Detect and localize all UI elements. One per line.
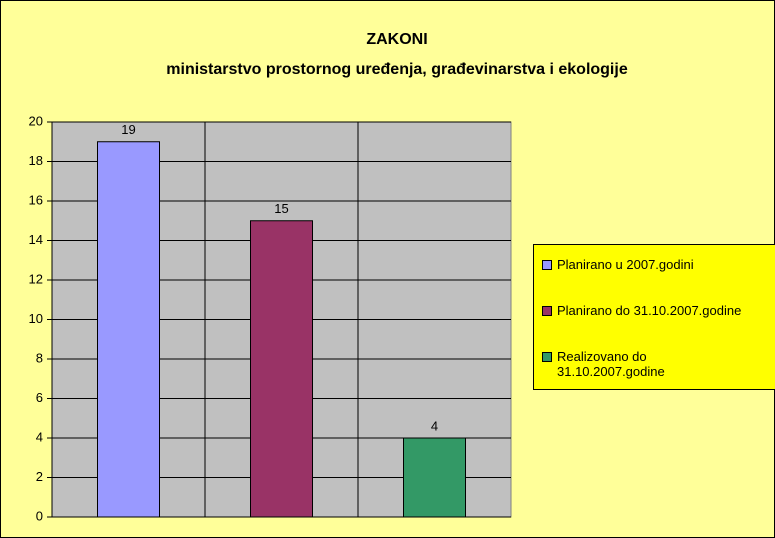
y-tick-label: 16 (29, 192, 43, 207)
y-tick-label: 14 (29, 232, 43, 247)
y-tick-label: 2 (36, 469, 43, 484)
value-label: 19 (121, 122, 135, 137)
legend-swatch (542, 306, 552, 316)
y-tick-label: 10 (29, 311, 43, 326)
y-tick-label: 12 (29, 271, 43, 286)
bar (97, 141, 160, 518)
value-label: 4 (431, 418, 438, 433)
y-tick-label: 20 (29, 113, 43, 128)
legend-label: Planirano u 2007.godini (557, 257, 694, 272)
y-tick-label: 0 (36, 508, 43, 523)
y-tick-label: 18 (29, 153, 43, 168)
legend-item: Planirano u 2007.godini (542, 257, 775, 272)
y-tick-label: 8 (36, 350, 43, 365)
y-tick-label: 6 (36, 390, 43, 405)
y-tick-label: 4 (36, 429, 43, 444)
chart-subtitle: ministarstvo prostornog uređenja, građev… (166, 61, 628, 78)
value-label: 15 (274, 201, 288, 216)
legend-label: Planirano do 31.10.2007.godine (557, 303, 742, 318)
legend: Planirano u 2007.godini Planirano do 31.1… (533, 244, 775, 390)
bar (403, 437, 466, 518)
bar (250, 220, 313, 518)
legend-swatch (542, 260, 552, 270)
legend-label: Realizovano do 31.10.2007.godine (557, 349, 665, 379)
legend-swatch (542, 352, 552, 362)
legend-item: Realizovano do 31.10.2007.godine (542, 349, 707, 379)
legend-item: Planirano do 31.10.2007.godine (542, 303, 775, 318)
chart-title: ZAKONI (366, 31, 427, 48)
